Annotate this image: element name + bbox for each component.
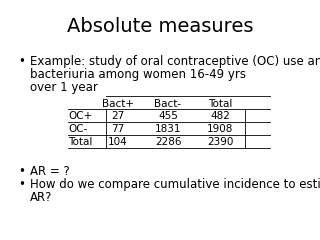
Text: •: • [18,55,25,68]
Text: Bact-: Bact- [155,99,181,109]
Text: 455: 455 [158,111,178,121]
Text: How do we compare cumulative incidence to estimate: How do we compare cumulative incidence t… [30,178,320,191]
Text: •: • [18,178,25,191]
Text: 2286: 2286 [155,137,181,147]
Text: Total: Total [68,137,92,147]
Text: 1831: 1831 [155,124,181,134]
Text: OC-: OC- [68,124,87,134]
Text: 482: 482 [210,111,230,121]
Text: 2390: 2390 [207,137,233,147]
Text: 77: 77 [111,124,124,134]
Text: Bact+: Bact+ [102,99,134,109]
Text: 27: 27 [111,111,124,121]
Text: Absolute measures: Absolute measures [67,17,253,36]
Text: 104: 104 [108,137,128,147]
Text: OC+: OC+ [68,111,92,121]
Text: AR?: AR? [30,191,52,204]
Text: Example: study of oral contraceptive (OC) use and: Example: study of oral contraceptive (OC… [30,55,320,68]
Text: Total: Total [208,99,232,109]
Text: bacteriuria among women 16-49 yrs: bacteriuria among women 16-49 yrs [30,68,246,81]
Text: over 1 year: over 1 year [30,81,98,94]
Text: 1908: 1908 [207,124,233,134]
Text: AR = ?: AR = ? [30,165,70,178]
Text: •: • [18,165,25,178]
